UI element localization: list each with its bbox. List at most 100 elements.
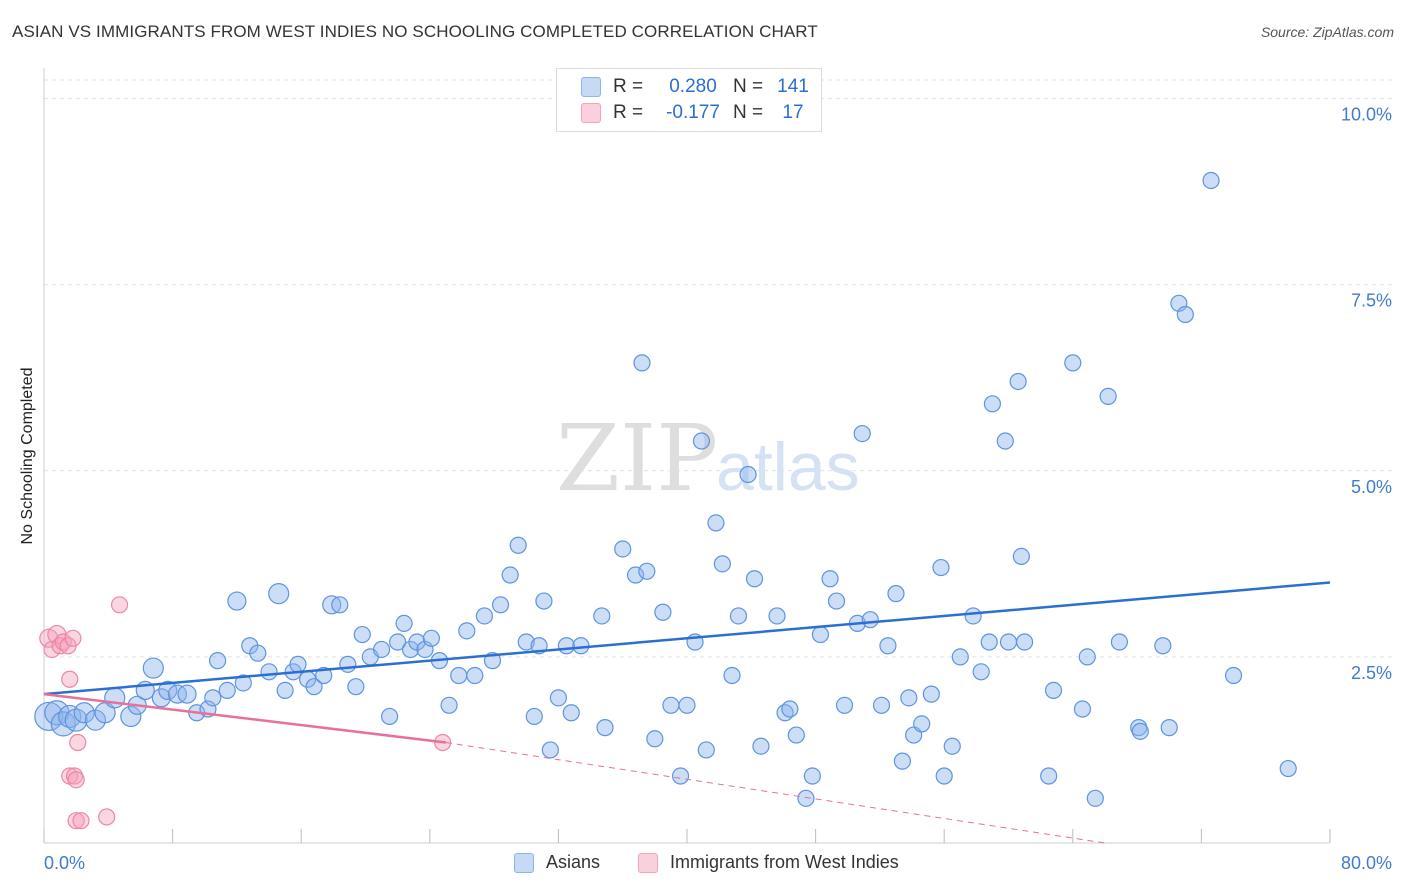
data-point	[1279, 759, 1297, 778]
series-swatch-west-indies	[638, 852, 658, 873]
data-point	[713, 555, 731, 573]
data-point	[768, 607, 786, 625]
data-point	[422, 629, 441, 647]
data-point	[69, 733, 87, 752]
data-point	[861, 611, 879, 629]
data-point	[1224, 666, 1243, 685]
series-legend: Asians Immigrants from West Indies	[0, 852, 1406, 878]
data-point	[745, 570, 764, 588]
legend-n-label: N =	[733, 76, 764, 97]
legend-r-value: 0.280	[669, 76, 717, 97]
data-point	[821, 570, 839, 588]
tick-labels: 2.5% 5.0% 7.5% 10.0% 0.0% 80.0%	[44, 105, 1392, 873]
data-point	[614, 540, 632, 558]
data-point	[900, 689, 918, 707]
data-point	[104, 687, 126, 709]
data-point	[151, 688, 171, 708]
data-point	[535, 592, 553, 610]
data-point	[654, 603, 672, 621]
data-point	[1131, 722, 1149, 740]
watermark-zip: ZIP	[556, 405, 718, 512]
data-point	[142, 657, 164, 679]
data-point	[339, 655, 357, 673]
data-point	[646, 730, 664, 748]
data-point	[913, 715, 931, 733]
data-point	[395, 614, 413, 633]
data-point	[835, 696, 854, 714]
data-point	[593, 607, 611, 625]
data-point	[972, 663, 990, 681]
data-point	[541, 741, 559, 759]
data-point	[276, 681, 294, 700]
data-point	[549, 689, 568, 707]
y-tick-label: 5.0%	[1351, 477, 1392, 497]
correlation-legend: R = 0.280 N = 141 R = -0.177 N = 17	[556, 68, 822, 132]
data-point	[827, 592, 846, 610]
data-point	[58, 704, 82, 729]
chart-source: Source: ZipAtlas.com	[1260, 24, 1394, 40]
data-point	[1099, 387, 1117, 405]
data-point	[501, 566, 519, 584]
series-legend-label: Asians	[546, 852, 601, 872]
data-point	[887, 585, 905, 603]
data-point	[268, 583, 290, 605]
data-point	[626, 566, 645, 584]
data-point	[662, 696, 680, 714]
data-point	[466, 666, 484, 685]
series-west-indies	[39, 596, 452, 830]
y-tick-label: 10.0%	[1341, 105, 1392, 125]
data-point	[475, 607, 494, 625]
data-point	[1044, 681, 1063, 700]
data-point	[249, 644, 267, 662]
data-point	[1176, 305, 1194, 324]
x-tick-label: 80.0%	[1341, 853, 1392, 873]
data-point	[1160, 719, 1178, 737]
y-tick-label: 2.5%	[1351, 663, 1392, 683]
data-point	[458, 622, 476, 640]
data-point	[1073, 700, 1092, 718]
data-point	[305, 678, 323, 696]
data-point	[381, 707, 399, 726]
data-point	[331, 596, 349, 614]
data-point	[999, 633, 1018, 651]
trend-lines	[43, 581, 1331, 844]
data-point	[450, 666, 468, 685]
data-point	[671, 767, 690, 785]
data-point	[633, 354, 651, 372]
data-point	[61, 670, 79, 688]
data-point	[389, 633, 407, 651]
data-point	[879, 637, 897, 655]
data-point	[781, 700, 799, 718]
series-swatch-asians	[514, 852, 534, 873]
data-point	[893, 752, 912, 770]
data-point	[1009, 372, 1027, 391]
data-point	[1012, 547, 1030, 566]
data-point	[932, 558, 950, 577]
data-point	[1040, 767, 1058, 785]
data-point	[491, 596, 510, 614]
data-point	[347, 678, 365, 696]
data-point	[638, 562, 656, 580]
data-point	[64, 708, 88, 732]
data-point	[209, 652, 227, 670]
data-point	[983, 395, 1002, 413]
data-point	[509, 536, 527, 554]
y-tick-label: 7.5%	[1351, 291, 1392, 311]
data-point	[964, 607, 982, 625]
data-point	[572, 637, 590, 655]
axes	[43, 68, 1331, 844]
data-point	[797, 789, 815, 807]
data-point	[1064, 354, 1082, 372]
data-point	[440, 696, 458, 714]
legend-swatch-west-indies	[581, 103, 601, 123]
legend-r-value: -0.177	[666, 102, 720, 123]
data-point	[596, 719, 614, 737]
data-point	[943, 737, 961, 755]
series-legend-west-indies: Immigrants from West Indies	[638, 852, 899, 873]
trend-line-west-indies	[43, 692, 447, 744]
data-point	[1154, 637, 1172, 655]
trend-line-extension	[445, 742, 1106, 844]
data-point	[1086, 789, 1104, 807]
data-point	[234, 674, 252, 692]
trend-line-asians	[43, 581, 1331, 696]
